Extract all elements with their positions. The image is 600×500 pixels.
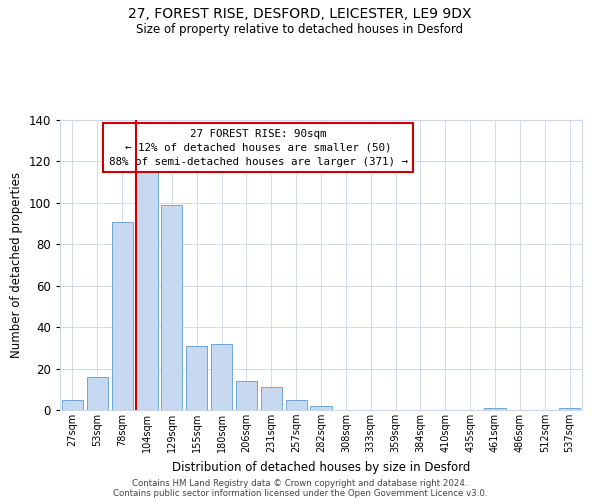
- Text: Size of property relative to detached houses in Desford: Size of property relative to detached ho…: [136, 22, 464, 36]
- Bar: [136, 172, 158, 410]
- Text: 27 FOREST RISE: 90sqm
← 12% of detached houses are smaller (50)
88% of semi-deta: 27 FOREST RISE: 90sqm ← 12% of detached …: [109, 128, 408, 166]
- Bar: [261, 387, 282, 410]
- Bar: [310, 406, 332, 410]
- Bar: [236, 381, 257, 410]
- Bar: [161, 205, 182, 410]
- Bar: [62, 400, 83, 410]
- Bar: [211, 344, 232, 410]
- Bar: [112, 222, 133, 410]
- Bar: [286, 400, 307, 410]
- Bar: [484, 408, 506, 410]
- Y-axis label: Number of detached properties: Number of detached properties: [10, 172, 23, 358]
- Bar: [559, 408, 580, 410]
- Text: Contains HM Land Registry data © Crown copyright and database right 2024.: Contains HM Land Registry data © Crown c…: [132, 478, 468, 488]
- Bar: [186, 346, 207, 410]
- X-axis label: Distribution of detached houses by size in Desford: Distribution of detached houses by size …: [172, 460, 470, 473]
- Text: 27, FOREST RISE, DESFORD, LEICESTER, LE9 9DX: 27, FOREST RISE, DESFORD, LEICESTER, LE9…: [128, 8, 472, 22]
- Text: Contains public sector information licensed under the Open Government Licence v3: Contains public sector information licen…: [113, 488, 487, 498]
- Bar: [87, 377, 108, 410]
